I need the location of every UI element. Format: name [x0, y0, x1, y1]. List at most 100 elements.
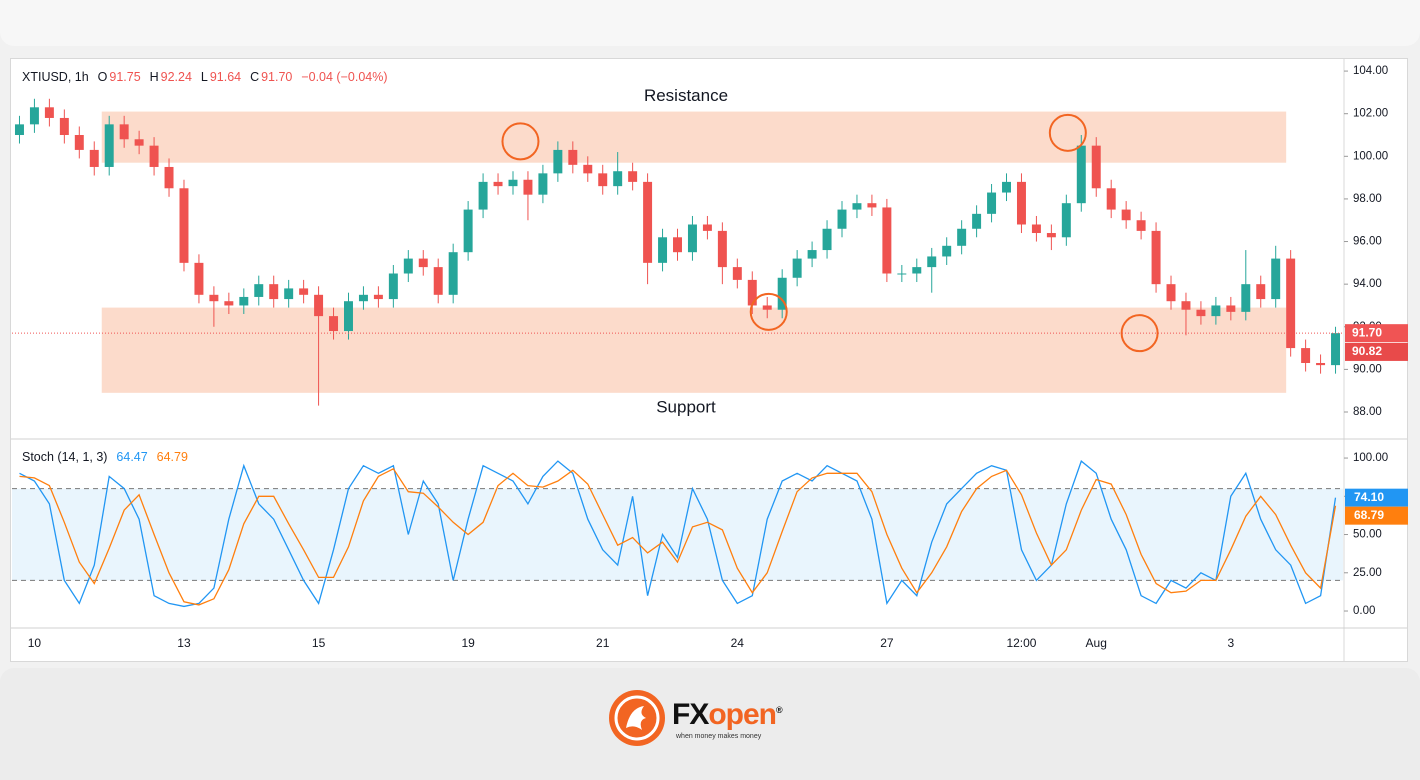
candle	[1316, 362, 1326, 366]
candle	[1196, 309, 1206, 317]
candle	[538, 173, 548, 195]
candle	[957, 228, 967, 246]
y-tick-label: 102.00	[1353, 108, 1388, 120]
candle	[837, 209, 847, 229]
y-tick-label: 100.00	[1353, 150, 1388, 162]
y-tick-label: 98.00	[1353, 193, 1382, 205]
candle	[1181, 301, 1191, 310]
ohlc-key: C	[250, 70, 260, 84]
candle	[942, 245, 952, 257]
candle	[987, 192, 997, 214]
candle	[762, 305, 772, 310]
x-tick-label: Aug	[1086, 636, 1107, 650]
ohlc-key: H	[149, 70, 159, 84]
x-tick-label: 27	[880, 636, 894, 650]
stoch-tag	[1345, 488, 1408, 507]
candle	[867, 203, 877, 208]
change: −0.04 (−0.04%)	[301, 70, 388, 84]
candle	[493, 181, 503, 187]
candle	[418, 258, 428, 268]
stoch-value: 64.79	[156, 450, 188, 464]
stoch-header: Stoch (14, 1, 3) 64.47 64.79	[22, 450, 190, 464]
candle	[314, 294, 324, 317]
candle	[553, 149, 563, 174]
candle	[254, 284, 264, 297]
candle	[224, 301, 234, 306]
stoch-line	[19, 460, 1337, 608]
candle	[403, 258, 413, 274]
candle	[927, 256, 937, 268]
candle	[1061, 203, 1071, 238]
candle	[912, 267, 922, 274]
footer: FXopen® when money makes money	[0, 668, 1420, 780]
ohlc-key: O	[97, 70, 108, 84]
candle	[1166, 284, 1176, 302]
y-tick-label: 50.00	[1353, 529, 1382, 541]
candle	[1076, 145, 1086, 204]
ohlc-value: 92.24	[160, 70, 192, 84]
ohlc-value: 91.64	[209, 70, 242, 84]
candle	[658, 237, 668, 263]
y-tick-label: 88.00	[1353, 406, 1382, 418]
ohlc-value: 91.70	[261, 70, 293, 84]
candle	[284, 288, 294, 300]
candle	[1211, 305, 1221, 317]
candle	[344, 301, 353, 332]
candle	[1031, 224, 1041, 234]
candle	[852, 203, 862, 210]
candle	[897, 273, 907, 275]
candle	[239, 296, 249, 306]
candle	[732, 267, 742, 280]
stoch-tag-label: 68.79	[1354, 508, 1384, 522]
zone	[101, 111, 1287, 163]
top-bar	[0, 0, 1420, 46]
candle	[134, 139, 144, 146]
candle	[822, 228, 832, 251]
tagline: when money makes money	[676, 733, 762, 740]
candle	[14, 124, 24, 136]
candle	[448, 252, 458, 295]
candle	[702, 224, 712, 231]
candle	[1136, 220, 1146, 231]
candle	[1301, 348, 1311, 363]
candle	[388, 273, 398, 300]
candle	[463, 209, 473, 253]
x-tick-label: 3	[1227, 636, 1234, 650]
candle	[478, 181, 488, 210]
candle	[358, 294, 368, 302]
y-tick-label: 96.00	[1353, 236, 1382, 248]
candle	[1331, 333, 1341, 366]
highlight	[1048, 113, 1087, 152]
candle	[508, 179, 518, 187]
candle	[972, 213, 982, 229]
candle	[59, 117, 69, 136]
x-tick-label: 19	[461, 636, 475, 650]
price-tag	[1345, 324, 1408, 343]
x-tick-label: 21	[596, 636, 610, 650]
candle	[1106, 188, 1116, 210]
x-tick-label: 13	[177, 636, 191, 650]
candle	[1016, 181, 1026, 225]
candle	[747, 279, 757, 306]
candle	[1002, 181, 1011, 193]
candle	[717, 230, 727, 268]
y-tick-label: 25.00	[1353, 567, 1382, 579]
candle	[1046, 233, 1056, 238]
brand-fx: FX	[672, 698, 709, 731]
candle	[673, 237, 682, 253]
band-fill	[12, 488, 1343, 581]
stoch-tag	[1345, 506, 1408, 525]
candle	[687, 224, 697, 253]
highlight	[1120, 314, 1159, 353]
price-tag-label: 91.70	[1352, 325, 1382, 339]
brand-mark: ®	[776, 705, 783, 715]
candle	[299, 288, 309, 295]
candle	[1151, 230, 1161, 285]
y-tick-label: 100.00	[1353, 452, 1388, 464]
candle	[89, 149, 99, 167]
x-tick-label: 15	[312, 636, 326, 650]
highlight	[501, 122, 540, 161]
ohlc-key: L	[200, 70, 208, 84]
candle	[44, 107, 54, 118]
candle	[523, 179, 533, 195]
